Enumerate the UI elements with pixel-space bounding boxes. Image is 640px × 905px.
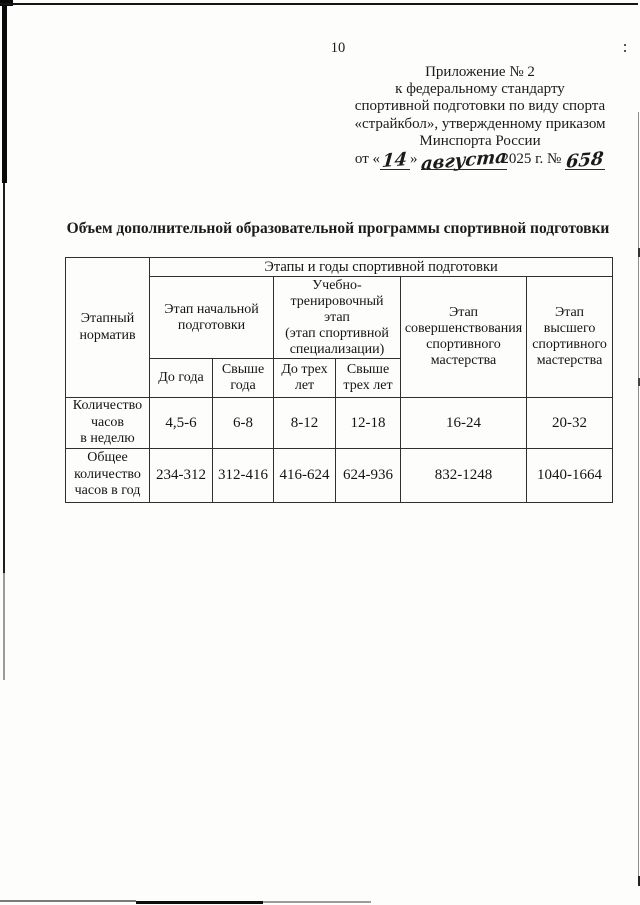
scan-artifact-right-edge bbox=[638, 248, 640, 257]
date-prefix: от « bbox=[354, 151, 381, 168]
header-line: Минспорта России bbox=[419, 132, 541, 149]
cell-row-header: Этапный норматив bbox=[65, 257, 150, 398]
cell-value: 832-1248 bbox=[400, 447, 527, 503]
cell-value: 12-18 bbox=[335, 397, 401, 449]
cell-stage-improvement: Этап совершенствования спортивного масте… bbox=[400, 276, 527, 398]
scan-artifact-right-edge bbox=[638, 378, 640, 386]
cell-row-label: Количество часов в неделю bbox=[65, 397, 150, 449]
cell-stage-training: Учебно- тренировочный этап (этап спортив… bbox=[273, 276, 401, 359]
table-row: Общее количество часов в год 234-312 312… bbox=[65, 447, 614, 503]
date-year-part: 2025 г. № bbox=[501, 151, 562, 168]
handwritten-month: августа bbox=[420, 146, 509, 175]
handwritten-order-number-field: 658 bbox=[565, 148, 606, 173]
scan-artifact-bottom-edge bbox=[136, 901, 263, 904]
scan-artifact-speck bbox=[624, 44, 626, 46]
cell-subheader-over-three: Свыше трех лет bbox=[335, 358, 401, 398]
training-volume-table: Этапный норматив Этапы и годы спортивной… bbox=[65, 257, 614, 503]
cell-value: 8-12 bbox=[273, 397, 336, 449]
cell-value: 624-936 bbox=[335, 447, 401, 503]
document-title: Объем дополнительной образовательной про… bbox=[66, 220, 610, 237]
cell-value: 20-32 bbox=[525, 397, 614, 449]
cell-value: 234-312 bbox=[149, 447, 213, 503]
table-row: Количество часов в неделю 4,5-6 6-8 8-12… bbox=[65, 397, 614, 449]
cell-subheader-under-three: До трех лет bbox=[273, 358, 336, 398]
cell-value: 16-24 bbox=[400, 397, 527, 449]
header-line: Приложение № 2 bbox=[425, 64, 535, 80]
approval-header-block: Приложение № 2 к федеральному стандарту … bbox=[346, 64, 614, 175]
cell-row-label: Общее количество часов в год bbox=[65, 447, 150, 503]
page-number: 10 bbox=[330, 40, 346, 56]
cell-value: 416-624 bbox=[273, 447, 336, 503]
cell-stage-initial: Этап начальной подготовки bbox=[149, 276, 274, 359]
cell-value: 312-416 bbox=[212, 447, 274, 503]
scan-artifact-bottom-edge bbox=[263, 901, 371, 903]
cell-value: 6-8 bbox=[212, 397, 274, 449]
header-line: спортивной подготовки по виду спорта bbox=[354, 98, 606, 115]
cell-value: 1040-1664 bbox=[525, 447, 614, 503]
handwritten-day: 14 bbox=[381, 148, 409, 173]
cell-stage-highest: Этап высшего спортивного мастерства bbox=[525, 276, 614, 398]
scan-artifact-right-edge bbox=[638, 112, 639, 884]
header-line: «страйкбол», утвержденному приказом bbox=[354, 115, 606, 132]
cell-value: 4,5-6 bbox=[149, 397, 213, 449]
scan-artifact-top-edge bbox=[0, 3, 638, 5]
handwritten-day-field: 14 bbox=[380, 148, 411, 173]
handwritten-order-number: 658 bbox=[565, 148, 605, 173]
scan-artifact-left-edge bbox=[2, 0, 7, 183]
scan-artifact-left-edge bbox=[3, 183, 5, 573]
scan-artifact-speck bbox=[624, 50, 626, 52]
handwritten-month-field: августа bbox=[420, 146, 509, 175]
cell-subheader-under-year: До года bbox=[149, 358, 213, 398]
cell-subheader-over-year: Свыше года bbox=[212, 358, 274, 398]
scan-artifact-bottom-edge bbox=[0, 900, 136, 902]
order-date-line: от «14» августа2025 г. № 658 bbox=[346, 146, 614, 175]
date-quote-close: » bbox=[410, 151, 418, 168]
scan-artifact-left-edge bbox=[3, 573, 5, 680]
header-line: к федеральному стандарту bbox=[395, 81, 565, 98]
scan-artifact-right-edge bbox=[638, 876, 640, 886]
cell-stages-top-header: Этапы и годы спортивной подготовки bbox=[148, 257, 614, 277]
